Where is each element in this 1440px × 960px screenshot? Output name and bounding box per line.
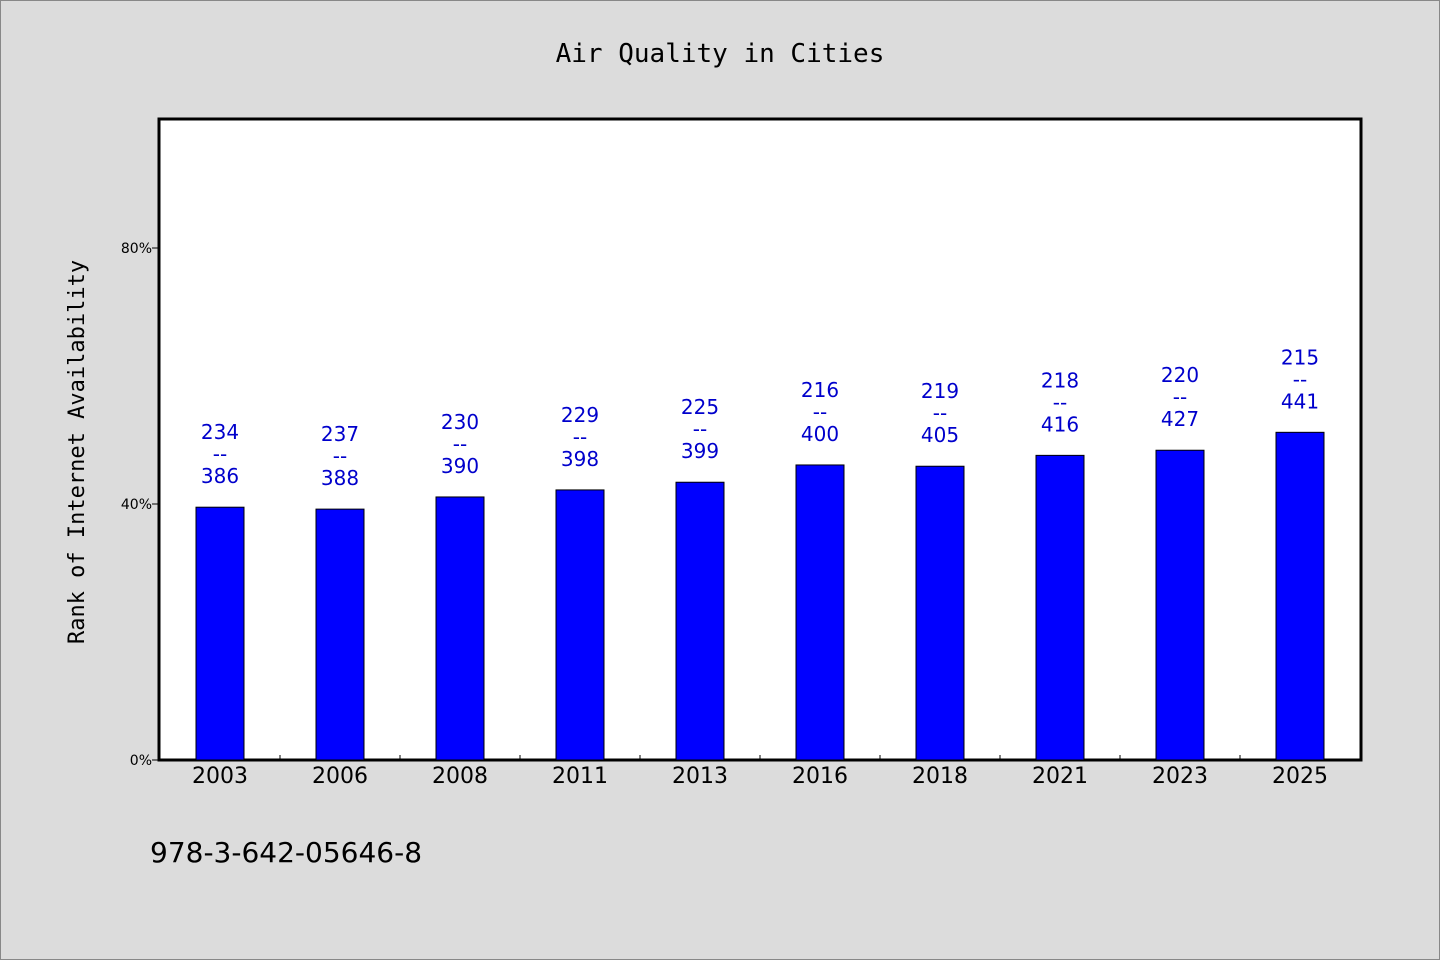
y-tick-label: 40% xyxy=(121,497,152,513)
data-label-bottom: 405 xyxy=(921,423,959,447)
data-label-sep: -- xyxy=(813,400,827,424)
x-tick-label: 2021 xyxy=(1032,764,1088,789)
data-label-sep: -- xyxy=(573,425,587,449)
data-label-top: 234 xyxy=(201,420,239,444)
chart-title: Air Quality in Cities xyxy=(556,39,885,69)
data-label-bottom: 416 xyxy=(1041,412,1079,436)
bar xyxy=(675,481,725,761)
bar xyxy=(435,496,485,761)
data-label-top: 216 xyxy=(801,378,839,402)
data-label-sep: -- xyxy=(693,417,707,441)
x-tick-label: 2025 xyxy=(1272,764,1328,789)
bars xyxy=(195,431,1325,761)
data-label-top: 215 xyxy=(1281,345,1319,369)
data-label-bottom: 398 xyxy=(561,447,599,471)
x-tick-label: 2023 xyxy=(1152,764,1208,789)
x-tick-label: 2006 xyxy=(312,764,368,789)
x-axis-ticks: 2003 2006 2008 2011 2013 2016 2018 2021 2023 2025 xyxy=(192,755,1328,789)
bar xyxy=(315,508,365,761)
bar xyxy=(1155,449,1205,761)
data-label-bottom: 386 xyxy=(201,464,239,488)
data-label-sep: -- xyxy=(1053,390,1067,414)
data-label-top: 220 xyxy=(1161,363,1199,387)
data-label-sep: -- xyxy=(333,444,347,468)
y-axis-label: Rank of Internet Availability xyxy=(65,260,90,644)
data-label-top: 219 xyxy=(921,379,959,403)
y-tick-label: 0% xyxy=(130,753,152,769)
bar xyxy=(1035,454,1085,761)
data-label-bottom: 388 xyxy=(321,466,359,490)
data-label-bottom: 390 xyxy=(441,454,479,478)
bar xyxy=(795,464,845,761)
x-tick-label: 2018 xyxy=(912,764,968,789)
data-label-sep: -- xyxy=(453,432,467,456)
data-label-top: 237 xyxy=(321,422,359,446)
bar xyxy=(195,506,245,761)
data-label-sep: -- xyxy=(1173,385,1187,409)
x-tick-label: 2011 xyxy=(552,764,608,789)
data-label-bottom: 441 xyxy=(1281,389,1319,413)
data-label-sep: -- xyxy=(213,442,227,466)
x-tick-label: 2013 xyxy=(672,764,728,789)
footer-isbn: 978-3-642-05646-8 xyxy=(150,836,422,869)
data-label-sep: -- xyxy=(1293,367,1307,391)
data-label-top: 229 xyxy=(561,403,599,427)
data-label-bottom: 400 xyxy=(801,422,839,446)
y-axis-ticks: 0% 40% 80% xyxy=(121,241,160,769)
data-label-top: 230 xyxy=(441,410,479,434)
data-label-bottom: 427 xyxy=(1161,407,1199,431)
x-tick-label: 2003 xyxy=(192,764,248,789)
x-tick-label: 2016 xyxy=(792,764,848,789)
bar xyxy=(1275,431,1325,761)
data-label-top: 218 xyxy=(1041,368,1079,392)
data-label-bottom: 399 xyxy=(681,439,719,463)
bar xyxy=(915,465,965,761)
data-label-sep: -- xyxy=(933,401,947,425)
y-tick-label: 80% xyxy=(121,241,152,257)
data-label-top: 225 xyxy=(681,395,719,419)
bar xyxy=(555,489,605,761)
data-labels: 386--234388--237390--230398--229399--225… xyxy=(201,345,1319,490)
x-tick-label: 2008 xyxy=(432,764,488,789)
